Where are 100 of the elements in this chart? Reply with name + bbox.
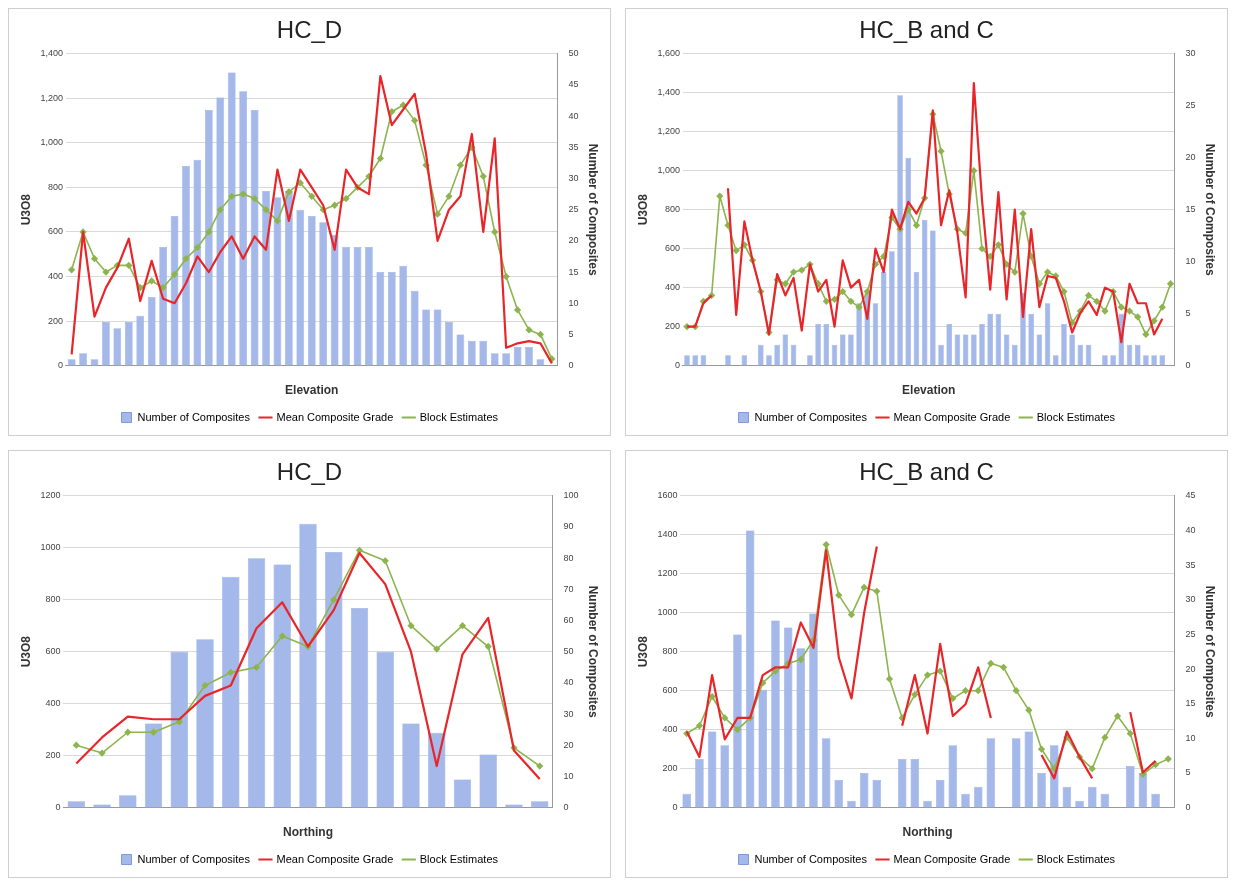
- y2-tick-label: 40: [563, 677, 574, 688]
- y2-tick-label: 15: [568, 266, 579, 277]
- y2-tick-label: 0: [1185, 802, 1191, 813]
- y2-tick-label: 30: [563, 708, 574, 719]
- y2-tick-label: 30: [1185, 594, 1196, 605]
- y2-tick-label: 45: [1185, 490, 1196, 501]
- y2-tick-label: 90: [563, 521, 574, 532]
- y2-tick-label: 70: [563, 583, 574, 594]
- chart-title: HC_B and C: [859, 16, 994, 44]
- y-tick-label: 1,400: [40, 48, 63, 59]
- y-tick-label: 200: [662, 763, 678, 774]
- legend-label: Block Estimates: [419, 852, 499, 865]
- y2-axis-title: Number of Composites: [586, 143, 601, 277]
- y2-tick-label: 5: [1185, 767, 1191, 778]
- x-axis-title: Elevation: [902, 383, 956, 398]
- y-tick-label: 400: [45, 698, 61, 709]
- y-tick-label: 1000: [657, 607, 678, 618]
- y2-tick-label: 40: [1185, 524, 1196, 535]
- x-axis-title: Northing: [902, 825, 953, 840]
- y-tick-label: 1,200: [40, 92, 63, 103]
- y2-tick-label: 5: [568, 328, 574, 339]
- chart-title: HC_B and C: [859, 458, 994, 486]
- y2-tick-label: 35: [1185, 559, 1196, 570]
- y2-tick-label: 15: [1185, 204, 1196, 215]
- y2-tick-label: 20: [1185, 152, 1196, 163]
- y-tick-label: 1,000: [657, 165, 680, 176]
- y-tick-label: 1,000: [40, 137, 63, 148]
- y2-tick-label: 10: [1185, 732, 1196, 743]
- y-tick-label: 0: [674, 360, 680, 371]
- y2-tick-label: 0: [563, 802, 569, 813]
- y-tick-label: 600: [47, 226, 63, 237]
- legend-label: Number of Composites: [137, 410, 251, 423]
- y2-tick-label: 10: [568, 297, 579, 308]
- y-tick-label: 800: [662, 646, 678, 657]
- y2-tick-label: 30: [1185, 48, 1196, 59]
- legend-label: Mean Composite Grade: [893, 410, 1011, 423]
- y-tick-label: 200: [47, 315, 63, 326]
- y2-tick-label: 0: [1185, 360, 1191, 371]
- y-tick-label: 1600: [657, 490, 678, 501]
- y-tick-label: 0: [672, 802, 678, 813]
- y2-axis-title: Number of Composites: [1203, 143, 1218, 277]
- y2-tick-label: 100: [563, 490, 579, 501]
- y-tick-label: 1,200: [657, 126, 680, 137]
- y2-tick-label: 10: [563, 770, 574, 781]
- y-tick-label: 0: [55, 802, 61, 813]
- y2-tick-label: 25: [1185, 628, 1196, 639]
- y-tick-label: 1000: [40, 542, 61, 553]
- chart-title: HC_D: [276, 458, 343, 486]
- y2-tick-label: 40: [568, 110, 579, 121]
- y-tick-label: 200: [45, 750, 61, 761]
- y2-axis-title: Number of Composites: [1203, 585, 1218, 719]
- legend-label: Mean Composite Grade: [276, 852, 394, 865]
- legend-label: Number of Composites: [754, 852, 868, 865]
- y2-tick-label: 30: [568, 173, 579, 183]
- x-axis-title: Elevation: [285, 383, 339, 398]
- y2-tick-label: 10: [1185, 256, 1196, 267]
- y2-tick-label: 60: [563, 615, 574, 625]
- y2-tick-label: 45: [568, 79, 579, 90]
- legend-label: Mean Composite Grade: [276, 410, 394, 423]
- chart-title: HC_D: [276, 16, 343, 44]
- y2-tick-label: 25: [1185, 100, 1196, 111]
- y2-tick-label: 25: [568, 204, 579, 215]
- y2-tick-label: 5: [1185, 308, 1191, 319]
- y-axis-title: U3O8: [18, 193, 33, 226]
- y2-tick-label: 20: [1185, 663, 1196, 674]
- legend-label: Number of Composites: [754, 410, 868, 423]
- y-tick-label: 600: [45, 646, 61, 657]
- y-tick-label: 1,400: [657, 87, 680, 98]
- y2-tick-label: 20: [568, 235, 579, 246]
- y2-tick-label: 80: [563, 552, 574, 563]
- y-tick-label: 400: [662, 724, 678, 735]
- y2-tick-label: 50: [568, 48, 579, 59]
- legend-label: Block Estimates: [1036, 852, 1116, 865]
- legend-label: Number of Composites: [137, 852, 251, 865]
- y-tick-label: 800: [47, 181, 63, 192]
- y2-axis-title: Number of Composites: [586, 585, 601, 719]
- y-tick-label: 800: [664, 204, 680, 215]
- legend-label: Block Estimates: [1036, 410, 1116, 423]
- y-tick-label: 200: [664, 321, 680, 332]
- y-axis-title: U3O8: [18, 635, 33, 668]
- y-tick-label: 1400: [657, 529, 678, 540]
- y-tick-label: 0: [57, 360, 63, 371]
- legend-label: Mean Composite Grade: [893, 852, 1011, 865]
- y-tick-label: 600: [664, 243, 680, 254]
- y-tick-label: 600: [662, 685, 678, 696]
- x-axis-title: Northing: [283, 825, 333, 840]
- y-tick-label: 400: [47, 271, 63, 281]
- legend-label: Block Estimates: [419, 410, 499, 423]
- y-tick-label: 1200: [657, 568, 678, 579]
- y2-tick-label: 15: [1185, 698, 1196, 709]
- y2-tick-label: 0: [568, 360, 574, 371]
- y-tick-label: 1200: [40, 490, 61, 501]
- y-tick-label: 800: [45, 594, 61, 605]
- y2-tick-label: 35: [568, 141, 579, 152]
- y-axis-title: U3O8: [635, 193, 650, 226]
- y2-tick-label: 20: [563, 739, 574, 750]
- y2-tick-label: 50: [563, 646, 574, 657]
- y-tick-label: 400: [664, 282, 680, 293]
- y-axis-title: U3O8: [635, 635, 650, 668]
- y-tick-label: 1,600: [657, 48, 680, 59]
